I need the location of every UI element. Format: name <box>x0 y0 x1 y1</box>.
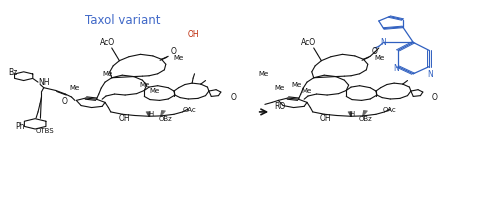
Text: N: N <box>428 70 433 79</box>
Text: OTBS: OTBS <box>36 128 54 134</box>
Text: O: O <box>170 47 177 56</box>
Text: Bz: Bz <box>9 68 18 77</box>
Text: O: O <box>230 93 236 102</box>
Text: OBz: OBz <box>359 116 372 122</box>
Text: N: N <box>380 38 385 47</box>
Text: OAc: OAc <box>182 107 196 113</box>
Text: OH: OH <box>187 30 199 39</box>
Text: NH: NH <box>38 78 50 87</box>
Text: Me: Me <box>301 88 312 94</box>
Text: Taxol variant: Taxol variant <box>85 14 160 27</box>
Text: OAc: OAc <box>383 107 396 113</box>
Text: O: O <box>62 97 68 106</box>
Text: Me: Me <box>140 82 150 88</box>
Text: OH: OH <box>119 114 130 123</box>
Text: H: H <box>149 111 154 117</box>
Text: Ph: Ph <box>15 122 24 131</box>
Text: RO: RO <box>274 102 286 111</box>
Text: O: O <box>432 93 437 102</box>
Text: Me: Me <box>70 85 80 91</box>
Text: Me: Me <box>149 88 159 94</box>
Text: AcO: AcO <box>301 38 316 47</box>
Text: OBz: OBz <box>158 116 172 122</box>
Text: OH: OH <box>319 114 331 123</box>
Text: Me: Me <box>258 71 269 77</box>
Text: AcO: AcO <box>100 38 115 47</box>
Text: Me: Me <box>102 71 113 77</box>
Text: Me: Me <box>173 55 183 61</box>
Text: Me: Me <box>292 82 302 88</box>
Text: H: H <box>350 111 355 117</box>
Text: O: O <box>372 47 377 56</box>
Text: N: N <box>393 64 399 73</box>
Text: Me: Me <box>275 85 285 91</box>
Text: Me: Me <box>374 55 384 61</box>
